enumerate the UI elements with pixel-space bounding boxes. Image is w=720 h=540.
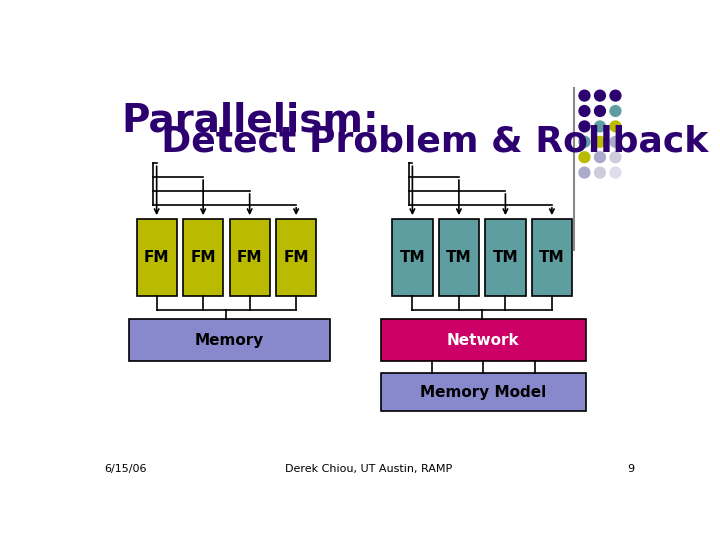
Circle shape <box>595 152 606 163</box>
Bar <box>137 219 177 296</box>
Bar <box>129 319 330 361</box>
Bar <box>438 219 479 296</box>
Circle shape <box>595 106 606 117</box>
Circle shape <box>579 90 590 101</box>
Bar <box>532 219 572 296</box>
Circle shape <box>610 106 621 117</box>
Bar <box>276 219 316 296</box>
Bar <box>485 219 526 296</box>
Circle shape <box>610 152 621 163</box>
Text: Detect Problem & Rollback: Detect Problem & Rollback <box>137 125 708 159</box>
Circle shape <box>579 121 590 132</box>
Text: 6/15/06: 6/15/06 <box>104 464 146 475</box>
Text: FM: FM <box>190 250 216 265</box>
Circle shape <box>579 106 590 117</box>
Text: Memory Model: Memory Model <box>420 384 546 400</box>
Text: TM: TM <box>539 250 564 265</box>
Circle shape <box>595 167 606 178</box>
Text: TM: TM <box>492 250 518 265</box>
Circle shape <box>610 121 621 132</box>
Bar <box>183 219 223 296</box>
Circle shape <box>579 152 590 163</box>
Circle shape <box>610 137 621 147</box>
Text: Parallelism:: Parallelism: <box>121 102 379 140</box>
Circle shape <box>579 137 590 147</box>
Text: Network: Network <box>447 333 520 348</box>
Text: 9: 9 <box>627 464 634 475</box>
Text: TM: TM <box>400 250 426 265</box>
Text: FM: FM <box>237 250 262 265</box>
Circle shape <box>610 90 621 101</box>
Text: Derek Chiou, UT Austin, RAMP: Derek Chiou, UT Austin, RAMP <box>285 464 453 475</box>
Circle shape <box>595 90 606 101</box>
Circle shape <box>579 167 590 178</box>
Text: FM: FM <box>144 250 169 265</box>
Bar <box>230 219 270 296</box>
Bar <box>392 219 433 296</box>
Circle shape <box>595 121 606 132</box>
Bar <box>381 373 586 411</box>
Text: Memory: Memory <box>195 333 264 348</box>
Text: TM: TM <box>446 250 472 265</box>
Bar <box>381 319 586 361</box>
Circle shape <box>595 137 606 147</box>
Text: FM: FM <box>284 250 309 265</box>
Circle shape <box>610 167 621 178</box>
